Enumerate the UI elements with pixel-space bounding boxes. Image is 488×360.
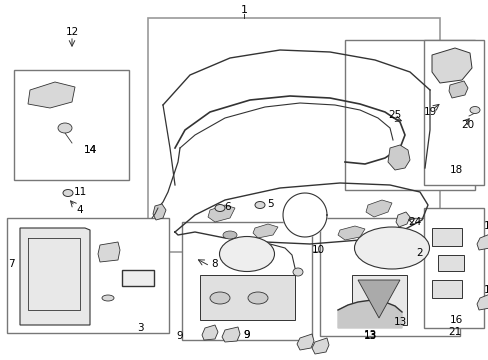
Bar bbox=[423, 40, 483, 185]
Text: 21: 21 bbox=[447, 327, 461, 337]
Ellipse shape bbox=[254, 202, 264, 208]
Polygon shape bbox=[337, 226, 364, 240]
Bar bbox=[437, 255, 463, 271]
Text: 9: 9 bbox=[176, 331, 183, 341]
Polygon shape bbox=[28, 82, 75, 108]
Polygon shape bbox=[448, 81, 467, 98]
Bar bbox=[122, 270, 154, 286]
Polygon shape bbox=[252, 224, 278, 238]
Text: 4: 4 bbox=[77, 205, 83, 215]
Polygon shape bbox=[200, 275, 294, 320]
Text: 16: 16 bbox=[448, 315, 462, 325]
Polygon shape bbox=[222, 327, 240, 342]
Text: 24: 24 bbox=[407, 217, 421, 227]
Bar bbox=[351, 275, 406, 325]
Bar bbox=[431, 280, 461, 298]
Ellipse shape bbox=[469, 107, 479, 113]
Polygon shape bbox=[476, 234, 488, 250]
Ellipse shape bbox=[247, 292, 267, 304]
Text: 7: 7 bbox=[8, 259, 15, 269]
Bar bbox=[14, 70, 129, 180]
Polygon shape bbox=[311, 338, 328, 354]
Text: 5: 5 bbox=[266, 199, 273, 209]
Bar bbox=[319, 218, 459, 336]
Text: 11: 11 bbox=[73, 187, 86, 197]
Ellipse shape bbox=[354, 227, 428, 269]
Polygon shape bbox=[296, 334, 313, 350]
Text: 13: 13 bbox=[363, 330, 376, 340]
Polygon shape bbox=[98, 242, 120, 262]
Ellipse shape bbox=[219, 237, 274, 271]
Text: 18: 18 bbox=[448, 165, 462, 175]
Bar bbox=[423, 208, 483, 328]
Polygon shape bbox=[337, 300, 401, 328]
Polygon shape bbox=[207, 205, 235, 222]
Polygon shape bbox=[202, 325, 218, 340]
Bar bbox=[182, 222, 311, 340]
Text: 8: 8 bbox=[211, 259, 218, 269]
Text: 10: 10 bbox=[311, 245, 324, 255]
Polygon shape bbox=[387, 145, 409, 170]
Text: 1: 1 bbox=[240, 5, 247, 15]
Polygon shape bbox=[395, 212, 409, 227]
Polygon shape bbox=[365, 200, 391, 217]
Text: 15: 15 bbox=[482, 221, 488, 231]
Ellipse shape bbox=[102, 295, 114, 301]
Polygon shape bbox=[175, 183, 427, 244]
Polygon shape bbox=[431, 48, 471, 83]
Ellipse shape bbox=[58, 123, 72, 133]
Text: 17: 17 bbox=[482, 285, 488, 295]
Bar bbox=[431, 228, 461, 246]
Text: 13: 13 bbox=[363, 331, 376, 341]
Text: 14: 14 bbox=[83, 145, 97, 155]
Bar bbox=[345, 40, 474, 190]
Text: 9: 9 bbox=[243, 330, 250, 340]
Polygon shape bbox=[20, 228, 90, 325]
Ellipse shape bbox=[223, 231, 237, 239]
Polygon shape bbox=[357, 280, 399, 318]
Bar bbox=[7, 218, 169, 333]
Ellipse shape bbox=[209, 292, 229, 304]
Text: 3: 3 bbox=[137, 323, 143, 333]
Polygon shape bbox=[283, 193, 326, 237]
Ellipse shape bbox=[292, 268, 303, 276]
Bar bbox=[148, 18, 439, 252]
Polygon shape bbox=[476, 294, 488, 310]
Text: 2: 2 bbox=[416, 248, 423, 258]
Text: 20: 20 bbox=[461, 120, 473, 130]
Text: 14: 14 bbox=[83, 145, 97, 155]
Polygon shape bbox=[153, 204, 165, 220]
Text: 13: 13 bbox=[392, 317, 406, 327]
Text: 9: 9 bbox=[243, 330, 250, 340]
Ellipse shape bbox=[215, 204, 224, 211]
Text: 13: 13 bbox=[363, 331, 376, 341]
Text: 6: 6 bbox=[224, 202, 231, 212]
Text: 25: 25 bbox=[387, 110, 401, 120]
Ellipse shape bbox=[63, 189, 73, 197]
Text: 19: 19 bbox=[423, 107, 436, 117]
Text: 12: 12 bbox=[65, 27, 79, 37]
